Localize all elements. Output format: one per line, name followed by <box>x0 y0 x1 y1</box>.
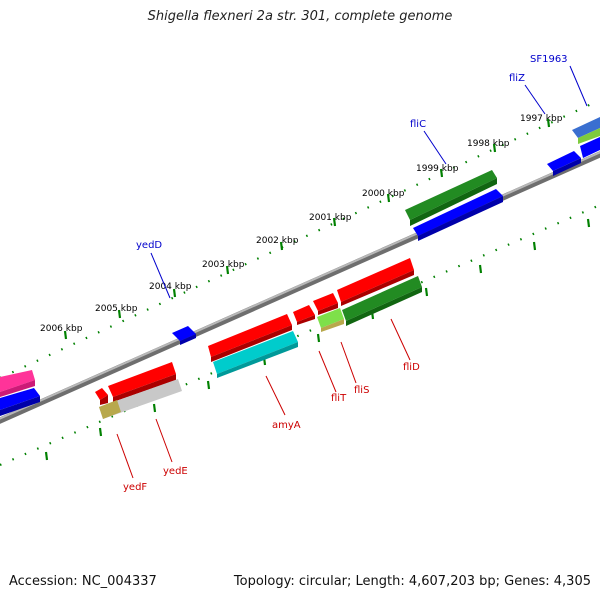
forward-gene-fliC[interactable] <box>405 170 497 226</box>
forward-gene-blue-fliC[interactable] <box>413 189 503 241</box>
map-title: Shigella flexneri 2a str. 301, complete … <box>147 9 453 24</box>
kbp-label-2000: 2000 kbp <box>362 189 405 199</box>
reverse-gene-labels: fliD fliS fliT amyA yedE yedF <box>123 362 420 493</box>
genome-summary: Topology: circular; Length: 4,607,203 bp… <box>233 574 591 589</box>
reverse-gene-fliT[interactable] <box>293 305 315 325</box>
forward-gene-blue-left[interactable] <box>0 388 40 416</box>
reverse-gene-fliD-red[interactable] <box>337 258 414 306</box>
gene-label-yedD[interactable]: yedD <box>136 240 162 251</box>
forward-gene-pink[interactable] <box>0 370 35 397</box>
accession-info: Accession: NC_004337 <box>9 574 157 589</box>
gene-label-fliZ[interactable]: fliZ <box>509 73 525 84</box>
forward-gene-fliZ[interactable] <box>547 151 581 176</box>
forward-gene-labels: SF1963 fliZ fliC yedD <box>136 54 568 251</box>
kbp-label-1999: 1999 kbp <box>416 164 459 174</box>
reverse-gene-yedE[interactable] <box>108 362 176 402</box>
forward-gene-SF1963[interactable] <box>572 117 600 158</box>
reverse-tick-track <box>0 203 600 467</box>
reverse-gene-fliS[interactable] <box>313 293 338 315</box>
label-leader-lines <box>116 65 588 479</box>
gene-label-yedF[interactable]: yedF <box>123 482 147 493</box>
reverse-gene-lime[interactable] <box>317 308 344 332</box>
gene-label-fliD[interactable]: fliD <box>403 362 420 373</box>
kbp-label-2004: 2004 kbp <box>149 282 192 292</box>
kbp-label-group: 1997 kbp 1998 kbp 1999 kbp 2000 kbp 2001… <box>40 114 563 334</box>
reverse-gene-amyA-red[interactable] <box>208 314 292 362</box>
forward-tick-track <box>0 99 600 379</box>
reverse-gene-grey[interactable] <box>99 379 182 419</box>
gene-label-yedE[interactable]: yedE <box>163 466 188 477</box>
genome-backbone <box>0 151 600 424</box>
reverse-gene-yedF[interactable] <box>95 388 108 405</box>
gene-label-fliC[interactable]: fliC <box>410 119 426 130</box>
reverse-gene-amyA[interactable] <box>213 331 298 378</box>
kbp-label-2001: 2001 kbp <box>309 213 352 223</box>
kbp-label-2003: 2003 kbp <box>202 260 245 270</box>
reverse-major-ticks <box>44 218 591 461</box>
kbp-label-2005: 2005 kbp <box>95 304 138 314</box>
forward-gene-yedD[interactable] <box>172 326 196 345</box>
gene-label-amyA[interactable]: amyA <box>272 420 301 431</box>
accession-value: NC_004337 <box>81 574 157 589</box>
kbp-label-1998: 1998 kbp <box>467 139 510 149</box>
kbp-label-2002: 2002 kbp <box>256 236 299 246</box>
gene-label-SF1963[interactable]: SF1963 <box>530 54 568 65</box>
kbp-label-2006: 2006 kbp <box>40 324 83 334</box>
gene-label-fliT[interactable]: fliT <box>331 393 347 404</box>
gene-label-fliS[interactable]: fliS <box>354 385 369 396</box>
major-tick-marks <box>63 118 551 340</box>
accession-label: Accession: <box>9 574 78 589</box>
reverse-gene-fliD[interactable] <box>342 276 422 326</box>
kbp-label-1997: 1997 kbp <box>520 114 563 124</box>
